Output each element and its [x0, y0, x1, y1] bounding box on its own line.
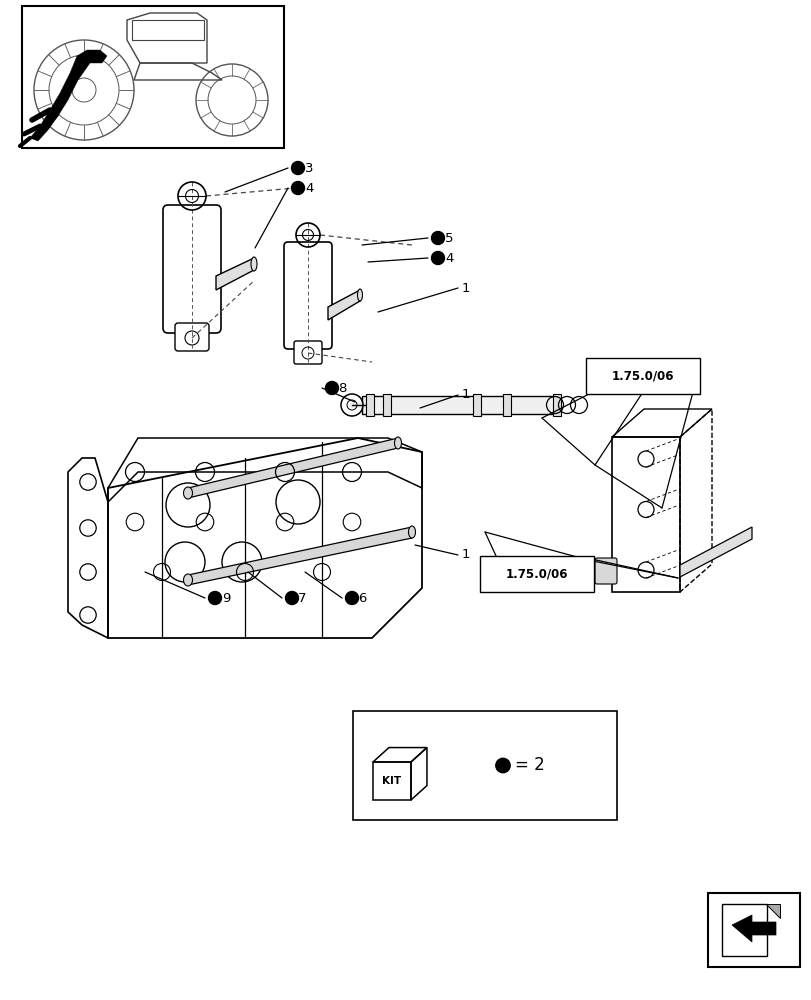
Ellipse shape — [394, 437, 401, 449]
Polygon shape — [328, 290, 359, 320]
FancyBboxPatch shape — [473, 394, 480, 416]
Text: = 2: = 2 — [514, 756, 544, 774]
Text: 8: 8 — [337, 381, 346, 394]
Text: 5: 5 — [444, 232, 453, 244]
Text: 1.75.0/06: 1.75.0/06 — [611, 369, 673, 382]
Circle shape — [431, 232, 444, 244]
Polygon shape — [30, 50, 107, 141]
Text: 1: 1 — [461, 282, 470, 294]
Text: 1: 1 — [461, 388, 470, 401]
Ellipse shape — [357, 289, 362, 301]
Text: 6: 6 — [358, 591, 366, 604]
FancyBboxPatch shape — [163, 205, 221, 333]
FancyBboxPatch shape — [383, 394, 391, 416]
Circle shape — [431, 251, 444, 264]
Circle shape — [345, 591, 358, 604]
FancyBboxPatch shape — [502, 394, 510, 416]
Ellipse shape — [251, 257, 257, 271]
FancyBboxPatch shape — [366, 394, 374, 416]
Text: 7: 7 — [298, 591, 306, 604]
Polygon shape — [188, 438, 397, 498]
FancyBboxPatch shape — [479, 556, 594, 592]
Text: 4: 4 — [444, 251, 453, 264]
FancyBboxPatch shape — [22, 6, 284, 148]
Text: 9: 9 — [221, 591, 230, 604]
FancyBboxPatch shape — [552, 394, 560, 416]
Text: KIT: KIT — [382, 776, 401, 786]
Polygon shape — [765, 904, 779, 918]
Polygon shape — [679, 527, 751, 577]
FancyBboxPatch shape — [175, 323, 208, 351]
Text: 4: 4 — [305, 182, 313, 195]
Ellipse shape — [408, 526, 415, 538]
FancyBboxPatch shape — [294, 341, 322, 364]
Ellipse shape — [183, 487, 192, 499]
FancyBboxPatch shape — [721, 904, 766, 956]
FancyBboxPatch shape — [284, 242, 332, 349]
Circle shape — [325, 381, 338, 394]
Polygon shape — [731, 915, 775, 942]
Circle shape — [285, 591, 298, 604]
FancyBboxPatch shape — [707, 893, 799, 967]
FancyBboxPatch shape — [362, 396, 554, 414]
FancyBboxPatch shape — [586, 358, 699, 394]
Circle shape — [291, 182, 304, 195]
FancyBboxPatch shape — [353, 711, 616, 820]
Circle shape — [291, 161, 304, 174]
Polygon shape — [188, 527, 411, 585]
Polygon shape — [216, 258, 254, 290]
Ellipse shape — [183, 574, 192, 586]
Circle shape — [496, 758, 509, 773]
Text: 1.75.0/06: 1.75.0/06 — [505, 567, 568, 580]
FancyBboxPatch shape — [594, 558, 616, 584]
Text: 1: 1 — [461, 548, 470, 561]
Circle shape — [208, 591, 221, 604]
Text: 3: 3 — [305, 161, 313, 174]
